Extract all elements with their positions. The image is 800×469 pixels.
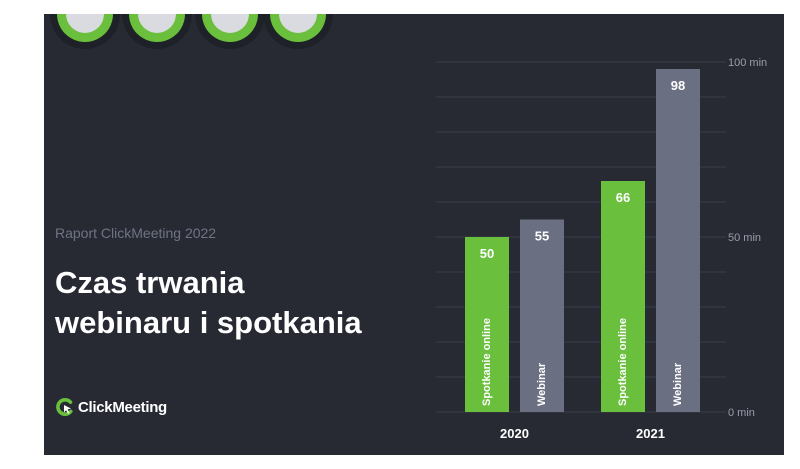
series-label: Webinar [672, 362, 684, 406]
duration-bar-chart: 0 min 50 min 100 min 50 Spotkanie online 55 We… [436, 57, 767, 441]
ring-decoration-2 [122, 14, 192, 49]
data-label: 66 [616, 190, 630, 205]
chart-card: Raport ClickMeeting 2022 Czas trwania we… [44, 14, 784, 455]
x-tick-label: 2020 [500, 426, 529, 441]
bar [520, 219, 564, 412]
ring-decoration-1 [50, 14, 120, 49]
x-tick-label: 2021 [636, 426, 665, 441]
bar [656, 69, 700, 412]
brand-logo: ClickMeeting [55, 397, 167, 417]
brand-name: ClickMeeting [78, 398, 167, 416]
clickmeeting-logo-icon [56, 398, 73, 416]
series-label: Webinar [536, 362, 548, 406]
data-label: 55 [535, 229, 549, 244]
y-tick-label: 50 min [728, 232, 761, 244]
ring-decoration-4 [263, 14, 333, 49]
series-label: Spotkanie online [481, 318, 493, 406]
report-label: Raport ClickMeeting 2022 [55, 225, 217, 241]
ring-decoration-3 [195, 14, 265, 49]
title-line-2: webinaru i spotkania [55, 305, 362, 340]
page-title: Czas trwania webinaru i spotkania [55, 263, 435, 343]
decorative-rings [50, 14, 333, 49]
series-label: Spotkanie online [617, 318, 629, 406]
y-tick-label: 0 min [728, 407, 755, 419]
bar [465, 237, 509, 412]
bar [601, 181, 645, 412]
data-label: 50 [480, 246, 494, 261]
y-tick-label: 100 min [728, 57, 767, 69]
title-line-1: Czas trwania [55, 265, 245, 300]
data-label: 98 [671, 78, 685, 93]
